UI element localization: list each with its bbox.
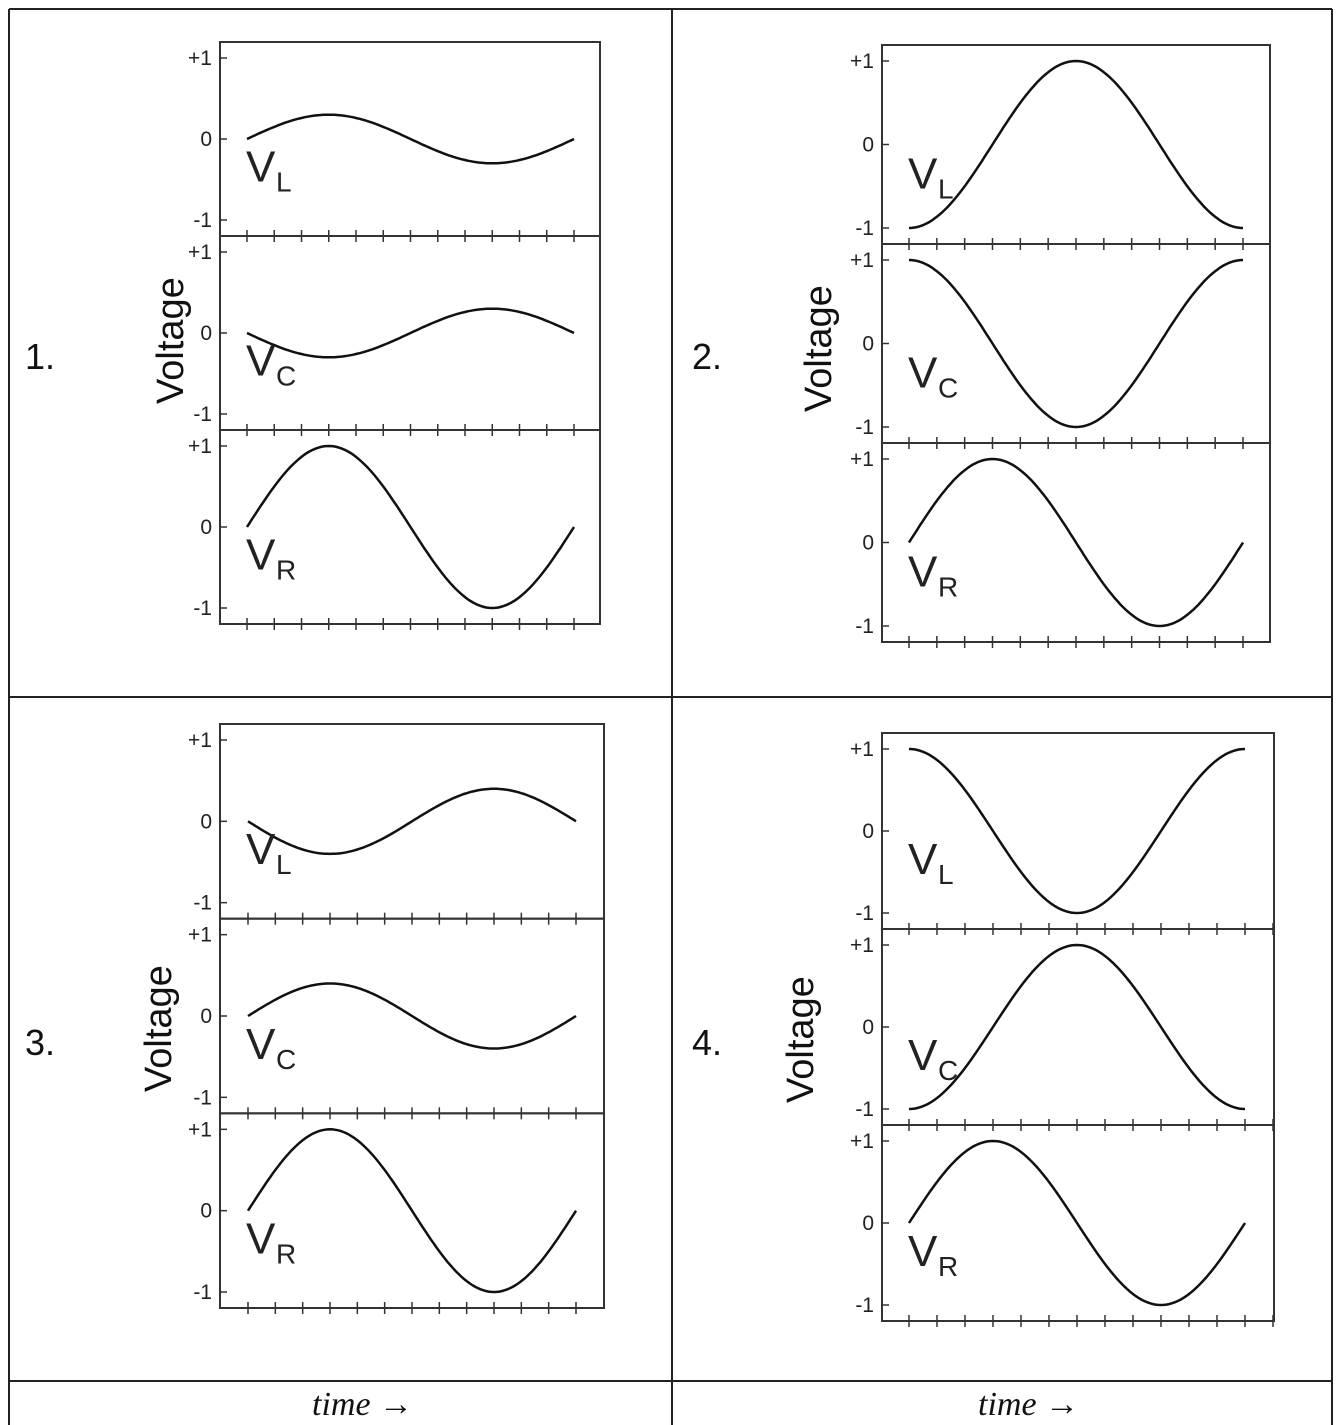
series-line-VR (907, 1139, 1247, 1307)
series-label-subscript: C (938, 372, 958, 403)
panel-number: 4. (692, 1022, 723, 1063)
series-label: V (908, 1031, 938, 1080)
y-tick-label: -1 (855, 1098, 874, 1121)
series-line-VL (246, 113, 575, 165)
y-tick-label: -1 (855, 1294, 874, 1317)
series-label: V (908, 348, 938, 397)
y-tick-label: -1 (193, 209, 212, 232)
series-line-VR (246, 1128, 578, 1294)
series-label-subscript: C (276, 361, 296, 392)
y-tick-label: 0 (200, 322, 212, 345)
y-tick-label: +1 (850, 934, 874, 957)
y-tick-label: 0 (862, 1212, 874, 1235)
x-axis-label: time → (978, 1386, 1080, 1423)
series-line-VL (908, 59, 1244, 230)
series-label: V (246, 1020, 276, 1069)
y-tick-label: +1 (188, 435, 212, 458)
y-tick-label: 0 (200, 128, 212, 151)
y-tick-label: +1 (850, 50, 874, 73)
y-tick-label: +1 (850, 738, 874, 761)
series-label-subscript: L (938, 173, 954, 204)
y-tick-label: -1 (193, 403, 212, 426)
series-label: V (246, 1214, 276, 1263)
y-tick-label: -1 (193, 1086, 212, 1109)
series-line-VC (246, 307, 575, 359)
panel-number: 1. (25, 336, 56, 377)
y-tick-label: 0 (862, 532, 874, 555)
y-tick-label: +1 (850, 448, 874, 471)
series-label: V (246, 143, 276, 192)
panel-number: 2. (692, 336, 723, 377)
y-tick-label: -1 (855, 416, 874, 439)
y-tick-label: -1 (193, 597, 212, 620)
series-label-subscript: L (276, 849, 292, 880)
y-tick-label: -1 (193, 1281, 212, 1304)
series-label-subscript: C (938, 1055, 958, 1086)
y-tick-label: 0 (862, 134, 874, 157)
y-tick-label: -1 (193, 892, 212, 915)
y-tick-label: 0 (200, 810, 212, 833)
y-tick-label: +1 (188, 729, 212, 752)
x-axis-label: time → (312, 1386, 414, 1423)
series-label-subscript: L (938, 859, 954, 890)
series-line-VL (908, 747, 1246, 915)
series-line-VC (247, 982, 577, 1050)
series-line-VR (245, 444, 576, 610)
y-tick-label: 0 (862, 1016, 874, 1039)
y-tick-label: -1 (855, 615, 874, 638)
series-line-VC (908, 258, 1244, 429)
y-tick-label: 0 (200, 516, 212, 539)
y-tick-label: +1 (188, 47, 212, 70)
series-label-subscript: R (938, 1251, 958, 1282)
y-tick-label: 0 (200, 1200, 212, 1223)
series-label-subscript: R (938, 571, 958, 602)
y-tick-label: +1 (188, 241, 212, 264)
series-line-VR (907, 457, 1245, 628)
series-label-subscript: R (276, 555, 296, 586)
series-label: V (246, 531, 276, 580)
series-line-VC (908, 943, 1246, 1111)
y-tick-label: -1 (855, 217, 874, 240)
y-tick-label: +1 (850, 249, 874, 272)
y-tick-label: 0 (200, 1005, 212, 1028)
y-tick-label: +1 (188, 924, 212, 947)
y-tick-label: -1 (855, 902, 874, 925)
y-tick-label: +1 (188, 1118, 212, 1141)
series-line-VL (247, 787, 577, 856)
series-label: V (908, 149, 938, 198)
series-label: V (908, 1227, 938, 1276)
series-label-subscript: R (276, 1238, 296, 1269)
series-label: V (908, 547, 938, 596)
panel-number: 3. (25, 1022, 56, 1063)
series-label: V (908, 835, 938, 884)
y-tick-label: 0 (862, 333, 874, 356)
y-tick-label: +1 (850, 1130, 874, 1153)
series-label: V (246, 337, 276, 386)
series-label: V (246, 825, 276, 874)
series-label-subscript: L (276, 167, 292, 198)
series-label-subscript: C (276, 1044, 296, 1075)
y-tick-label: 0 (862, 820, 874, 843)
